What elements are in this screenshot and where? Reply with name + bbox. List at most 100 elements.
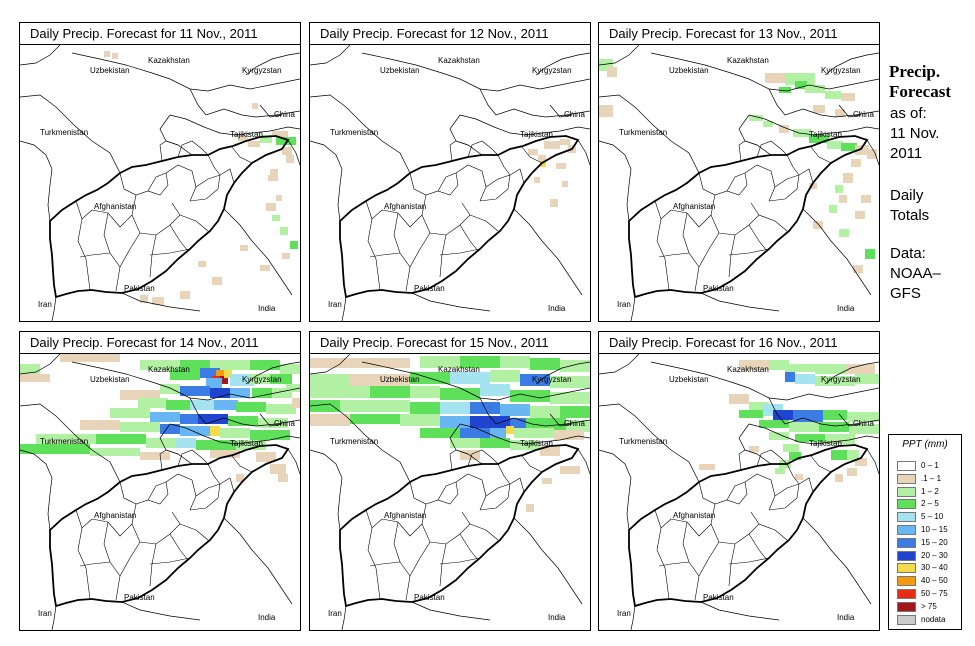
country-label-india: India (258, 613, 276, 622)
country-border (310, 354, 351, 375)
legend-label: 1 – 2 (921, 486, 939, 496)
province-border (75, 509, 93, 529)
precip-cell (729, 394, 749, 404)
country-border (838, 413, 862, 427)
country-label-turkmenistan: Turkmenistan (40, 128, 88, 137)
precip-cell (809, 135, 829, 143)
province-border (405, 232, 431, 292)
precip-cell (290, 241, 298, 249)
borders (20, 45, 300, 321)
province-border (748, 224, 768, 252)
precip-cell (749, 402, 769, 412)
precip-cell (839, 195, 847, 203)
forecast-panel-nov14: Daily Precip. Forecast for 14 Nov., 2011… (19, 331, 301, 631)
country-border (549, 413, 573, 427)
province-border (439, 557, 481, 565)
precip-cell (851, 159, 861, 167)
precip-map: Uzbekistan Kazakhstan Kyrgyzstan China Turkm… (20, 45, 300, 321)
daily-totals-note: Daily Totals (890, 186, 929, 226)
legend-label: > 75 (921, 601, 937, 611)
province-border (119, 481, 169, 505)
country-border (245, 52, 300, 76)
legend-label: 10 – 15 (921, 525, 948, 534)
country-border (20, 94, 121, 174)
precip-cell (556, 163, 566, 169)
precip-cell (270, 464, 286, 474)
data-source: Data: NOAA– GFS (890, 244, 941, 304)
province-border (75, 200, 93, 220)
precip-cell (500, 356, 530, 368)
country-border (768, 88, 879, 118)
precip-cell (420, 356, 460, 368)
province-border (756, 449, 788, 467)
country-border (866, 448, 879, 475)
precip-cell (276, 137, 296, 145)
country-label-kyrgyzstan: Kyrgyzstan (821, 375, 861, 384)
precip-cell (825, 91, 841, 99)
country-border (159, 114, 193, 156)
province-border (189, 168, 235, 202)
country-border (599, 403, 700, 483)
country-border (310, 45, 351, 66)
precip-cell (470, 416, 510, 428)
country-border (20, 354, 61, 375)
precip-cell (180, 414, 200, 424)
precip-cell (769, 360, 789, 370)
precip-cell (526, 504, 534, 512)
province-border (728, 543, 736, 587)
country-label-uzbekistan: Uzbekistan (669, 375, 709, 384)
province-border (768, 477, 814, 511)
precip-cell (276, 195, 282, 201)
country-label-pakistan: Pakistan (703, 284, 734, 293)
precip-cell (250, 360, 280, 370)
province-border (149, 234, 157, 278)
province-border (147, 164, 197, 202)
country-border (738, 423, 772, 465)
province-border (149, 543, 157, 587)
country-border (223, 208, 293, 296)
country-label-kazakhstan: Kazakhstan (438, 365, 480, 374)
precip-cell (540, 446, 560, 456)
precip-cell (520, 374, 550, 386)
precip-cell (813, 221, 823, 229)
precip-cell (238, 135, 248, 141)
province-border (459, 533, 479, 561)
country-border (802, 208, 872, 296)
precip-cell (835, 109, 845, 117)
country-label-afghanistan: Afghanistan (673, 511, 715, 520)
borders (599, 354, 879, 630)
country-border (189, 88, 300, 118)
precip-cell (829, 205, 837, 213)
data-source-line: NOAA– (890, 265, 941, 282)
precip-cell (534, 177, 540, 183)
province-border (165, 449, 179, 455)
precip-cell (825, 434, 855, 444)
province-border (658, 252, 690, 258)
province-border (726, 164, 776, 202)
province-border (159, 140, 167, 162)
country-label-china: China (853, 419, 874, 428)
province-border (77, 218, 91, 291)
as-of-label: as of: (890, 105, 927, 122)
country-border (287, 139, 300, 166)
precip-cell (216, 370, 224, 378)
province-border (169, 533, 189, 561)
precip-cell (224, 370, 232, 378)
legend-swatch (897, 563, 916, 574)
precip-cell (272, 131, 288, 137)
country-label-uzbekistan: Uzbekistan (380, 375, 420, 384)
precip-cell (20, 364, 40, 374)
province-border (439, 248, 481, 256)
country-labels: Uzbekistan Kazakhstan Kyrgyzstan China Turkm… (38, 56, 295, 313)
precip-cell (292, 398, 300, 408)
legend-swatch (897, 614, 916, 625)
province-border (437, 473, 487, 511)
country-label-pakistan: Pakistan (414, 593, 445, 602)
country-label-turkmenistan: Turkmenistan (40, 437, 88, 446)
precip-cell (266, 203, 276, 211)
province-border (179, 523, 209, 541)
country-border (748, 423, 879, 445)
country-border (630, 605, 636, 630)
precip-cell (260, 265, 270, 271)
precip-cell (779, 87, 791, 93)
